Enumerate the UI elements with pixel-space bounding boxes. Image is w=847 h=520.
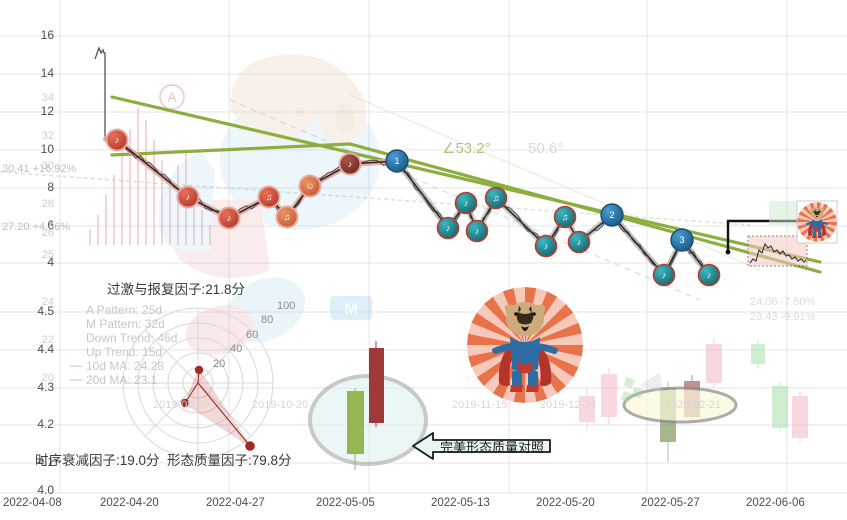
svg-text:♪: ♪: [348, 159, 353, 169]
svg-text:100: 100: [277, 300, 295, 312]
svg-text:M: M: [344, 301, 357, 318]
svg-text:20: 20: [213, 358, 225, 370]
svg-text:♪: ♪: [577, 237, 582, 247]
svg-text:80: 80: [261, 314, 273, 326]
svg-text:23.43 -9.91%: 23.43 -9.91%: [750, 311, 816, 323]
svg-text:♫: ♫: [284, 212, 291, 222]
svg-text:♪: ♪: [707, 270, 712, 280]
svg-text:24.06 -7.50%: 24.06 -7.50%: [750, 296, 816, 308]
svg-text:40: 40: [230, 343, 242, 355]
svg-text:2: 2: [609, 210, 614, 220]
svg-text:♫: ♫: [493, 193, 500, 203]
svg-text:♪: ♪: [544, 241, 549, 251]
svg-text:♪: ♪: [227, 213, 232, 223]
svg-text:∠53.2°: ∠53.2°: [442, 140, 491, 157]
svg-text:50.6°: 50.6°: [528, 140, 563, 157]
svg-text:♪: ♪: [446, 223, 451, 233]
svg-text:A: A: [167, 89, 177, 105]
svg-text:1: 1: [394, 156, 399, 166]
svg-text:♪: ♪: [662, 270, 667, 280]
svg-text:♫: ♫: [266, 192, 273, 202]
svg-text:♪: ♪: [115, 135, 120, 145]
svg-text:♫: ♫: [562, 212, 569, 222]
svg-text:♪: ♪: [464, 198, 469, 208]
svg-text:3: 3: [679, 235, 684, 245]
svg-text:♪: ♪: [186, 192, 191, 202]
svg-text:60: 60: [246, 329, 258, 341]
svg-text:☺: ☺: [305, 181, 314, 191]
svg-text:♪: ♪: [475, 226, 480, 236]
